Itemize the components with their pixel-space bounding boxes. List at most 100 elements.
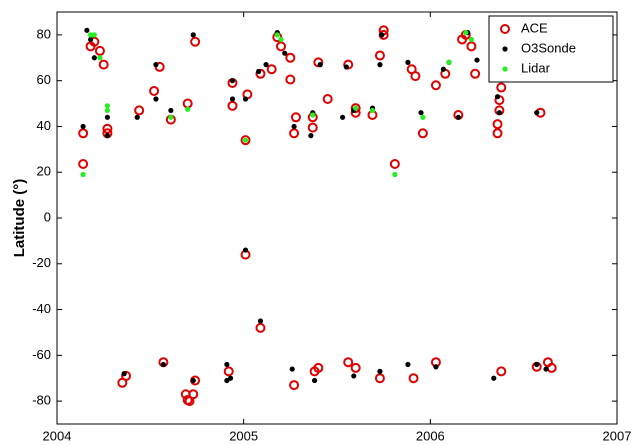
- point: [266, 64, 277, 75]
- point: [285, 52, 296, 63]
- point: [224, 377, 230, 384]
- point: [282, 50, 288, 56]
- point: [242, 96, 249, 102]
- point: [455, 114, 461, 120]
- point: [374, 50, 385, 61]
- point: [229, 96, 236, 102]
- point: [307, 122, 318, 133]
- point: [104, 107, 110, 114]
- point: [317, 62, 323, 68]
- legend-label: Lidar: [521, 60, 551, 75]
- y-tick-label: 40: [37, 118, 51, 133]
- point: [492, 128, 503, 139]
- y-tick-label: 20: [37, 164, 51, 179]
- point: [289, 366, 295, 372]
- point: [410, 71, 421, 82]
- point: [78, 158, 89, 169]
- point: [149, 85, 160, 96]
- point: [168, 114, 174, 120]
- point: [256, 68, 262, 75]
- point: [543, 366, 549, 372]
- y-tick-label: 60: [37, 72, 51, 87]
- point: [88, 32, 94, 38]
- point: [94, 45, 105, 56]
- point: [463, 29, 469, 36]
- x-tick-label: 2004: [43, 428, 72, 443]
- point: [97, 55, 103, 61]
- point: [408, 373, 419, 384]
- point: [340, 114, 346, 120]
- point: [389, 158, 400, 169]
- point: [474, 57, 480, 63]
- point: [496, 82, 507, 93]
- point: [160, 361, 166, 368]
- point: [534, 110, 540, 116]
- legend-marker: [500, 24, 510, 34]
- point: [392, 171, 398, 178]
- y-tick-label: -80: [32, 393, 51, 408]
- point: [343, 64, 349, 70]
- point: [369, 107, 376, 114]
- point: [80, 123, 86, 130]
- point: [134, 114, 140, 120]
- x-tick-label: 2007: [603, 428, 632, 443]
- point: [223, 366, 234, 377]
- point: [291, 123, 297, 130]
- point: [185, 106, 191, 112]
- point: [276, 41, 286, 52]
- y-axis-title: Latitude (°): [11, 179, 28, 258]
- y-tick-label: -20: [32, 255, 51, 270]
- legend-label: O3Sonde: [521, 40, 576, 55]
- point: [313, 362, 324, 373]
- legend-label: ACE: [521, 20, 548, 35]
- point: [153, 96, 159, 102]
- point: [228, 375, 234, 381]
- point: [190, 377, 196, 384]
- point: [104, 114, 110, 120]
- point: [405, 361, 411, 368]
- point: [343, 357, 354, 368]
- point: [417, 128, 428, 139]
- legend-marker: [502, 46, 508, 52]
- point: [470, 68, 481, 79]
- point: [377, 368, 383, 374]
- point: [98, 59, 109, 70]
- point: [190, 32, 196, 38]
- point: [418, 110, 424, 116]
- point: [134, 105, 145, 116]
- point: [80, 171, 86, 178]
- point: [153, 62, 159, 68]
- point: [242, 137, 249, 143]
- point: [374, 373, 385, 384]
- point: [104, 103, 110, 109]
- point: [405, 59, 411, 65]
- point: [312, 377, 318, 384]
- point: [104, 133, 110, 139]
- point: [289, 128, 300, 139]
- point: [350, 362, 361, 373]
- point: [255, 322, 266, 333]
- y-tick-label: -40: [32, 301, 51, 316]
- point: [168, 107, 174, 114]
- point: [377, 62, 383, 68]
- point: [379, 32, 385, 38]
- point: [353, 105, 359, 111]
- point: [190, 36, 201, 47]
- point: [468, 36, 474, 43]
- point: [285, 74, 296, 85]
- point: [121, 371, 127, 377]
- point: [420, 114, 426, 120]
- point: [430, 80, 441, 91]
- point: [351, 373, 357, 379]
- point: [91, 55, 97, 61]
- point: [492, 119, 503, 130]
- point: [91, 32, 97, 38]
- point: [242, 247, 249, 253]
- point: [227, 100, 238, 111]
- point: [229, 78, 236, 84]
- y-tick-label: 80: [37, 26, 51, 41]
- point: [534, 361, 540, 368]
- point: [322, 93, 333, 104]
- point: [289, 380, 300, 391]
